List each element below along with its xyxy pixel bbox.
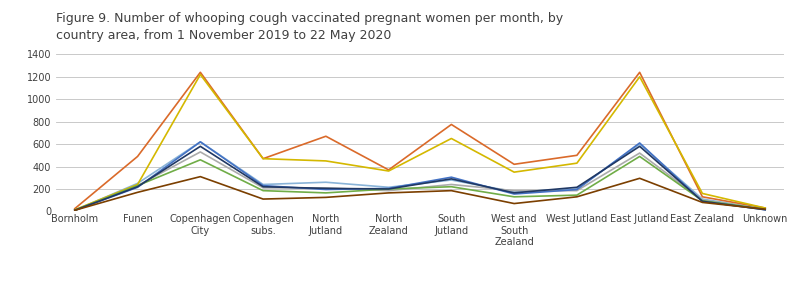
Text: Figure 9. Number of whooping cough vaccinated pregnant women per month, by
count: Figure 9. Number of whooping cough vacci… <box>56 12 563 42</box>
Legend: November, November, December, January, February, March, April, May (until the 22: November, November, December, January, F… <box>118 298 722 302</box>
